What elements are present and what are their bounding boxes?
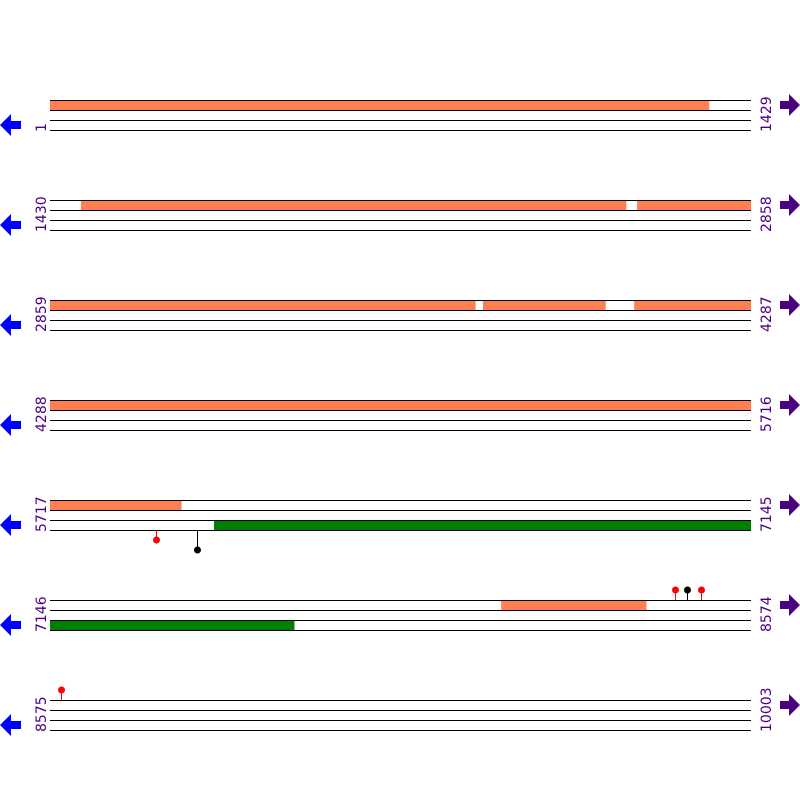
forward-feature bbox=[637, 200, 751, 211]
marker-dot bbox=[672, 586, 679, 594]
forward-strand-arrow-icon bbox=[780, 394, 800, 416]
forward-feature bbox=[50, 500, 182, 511]
reverse-strand-arrow-icon bbox=[0, 414, 21, 436]
forward-feature bbox=[634, 300, 751, 311]
forward-feature bbox=[482, 300, 606, 311]
row-end-label: 4287 bbox=[759, 296, 775, 332]
reverse-strand-arrow-icon bbox=[0, 614, 21, 636]
row-end-label: 5716 bbox=[759, 396, 775, 432]
marker-dot bbox=[58, 686, 65, 694]
marker-dot bbox=[153, 536, 160, 544]
row-start-label: 8575 bbox=[34, 696, 50, 732]
row-end-label: 10003 bbox=[759, 687, 775, 732]
reverse-feature bbox=[50, 620, 295, 631]
row-start-label: 2859 bbox=[34, 296, 50, 332]
forward-strand-arrow-icon bbox=[780, 294, 800, 316]
marker-dot bbox=[698, 586, 705, 594]
row-start-label: 5717 bbox=[34, 496, 50, 532]
row-end-label: 7145 bbox=[759, 496, 775, 532]
row-start-label: 1 bbox=[34, 123, 50, 132]
marker-dot bbox=[194, 546, 201, 554]
reverse-strand-arrow-icon bbox=[0, 314, 21, 336]
row-start-label: 1430 bbox=[34, 196, 50, 232]
row-end-label: 2858 bbox=[759, 196, 775, 232]
forward-feature bbox=[50, 300, 476, 311]
forward-feature bbox=[50, 400, 751, 411]
row-start-label: 4288 bbox=[34, 396, 50, 432]
reverse-strand-arrow-icon bbox=[0, 514, 21, 536]
reverse-strand-arrow-icon bbox=[0, 114, 21, 136]
forward-strand-arrow-icon bbox=[780, 494, 800, 516]
reverse-strand-arrow-icon bbox=[0, 714, 21, 736]
reverse-strand-arrow-icon bbox=[0, 214, 21, 236]
row-end-label: 1429 bbox=[759, 96, 775, 132]
forward-feature bbox=[50, 100, 710, 111]
marker-dot bbox=[684, 586, 691, 594]
forward-strand-arrow-icon bbox=[780, 594, 800, 616]
row-end-label: 8574 bbox=[759, 596, 775, 632]
forward-strand-arrow-icon bbox=[780, 694, 800, 716]
forward-feature bbox=[501, 600, 647, 611]
forward-strand-arrow-icon bbox=[780, 94, 800, 116]
forward-strand-arrow-icon bbox=[780, 194, 800, 216]
forward-feature bbox=[80, 200, 627, 211]
reverse-feature bbox=[213, 520, 752, 531]
row-start-label: 7146 bbox=[34, 596, 50, 632]
